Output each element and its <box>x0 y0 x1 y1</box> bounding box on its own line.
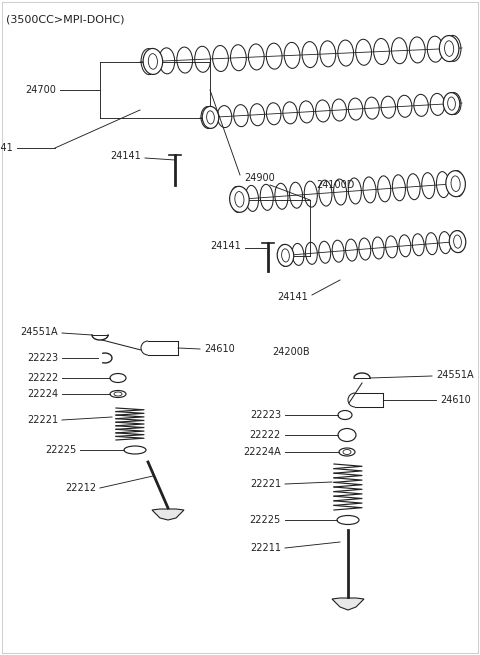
Text: 24700: 24700 <box>25 85 56 95</box>
Text: 22225: 22225 <box>45 445 76 455</box>
Text: 22211: 22211 <box>250 543 281 553</box>
Text: 24141: 24141 <box>210 241 241 251</box>
Ellipse shape <box>446 171 466 196</box>
Text: 24200B: 24200B <box>272 347 310 357</box>
Text: 24100D: 24100D <box>316 180 354 190</box>
Ellipse shape <box>124 446 146 454</box>
Text: 22224A: 22224A <box>243 447 281 457</box>
Polygon shape <box>332 598 364 610</box>
Text: 24551A: 24551A <box>20 327 58 337</box>
Text: 24141: 24141 <box>277 292 308 302</box>
Ellipse shape <box>439 35 459 62</box>
Text: 24141: 24141 <box>0 143 13 153</box>
Ellipse shape <box>449 231 466 253</box>
Ellipse shape <box>277 244 294 267</box>
Ellipse shape <box>337 515 359 525</box>
Text: 22222: 22222 <box>250 430 281 440</box>
Text: 24610: 24610 <box>440 395 471 405</box>
Text: 22223: 22223 <box>250 410 281 420</box>
Text: (3500CC>MPI-DOHC): (3500CC>MPI-DOHC) <box>6 14 124 24</box>
Text: 22224: 22224 <box>27 389 58 399</box>
Text: 22223: 22223 <box>27 353 58 363</box>
Text: 22225: 22225 <box>250 515 281 525</box>
Ellipse shape <box>229 186 249 212</box>
Text: 22212: 22212 <box>65 483 96 493</box>
Text: 24900: 24900 <box>244 173 275 183</box>
Ellipse shape <box>202 106 219 128</box>
Ellipse shape <box>338 428 356 441</box>
Ellipse shape <box>143 48 163 75</box>
Text: 22221: 22221 <box>27 415 58 425</box>
Text: 22222: 22222 <box>27 373 58 383</box>
Text: 24141: 24141 <box>110 151 141 161</box>
Polygon shape <box>152 509 184 520</box>
Text: 22221: 22221 <box>250 479 281 489</box>
Text: 24610: 24610 <box>204 344 235 354</box>
Text: 24551A: 24551A <box>436 370 474 380</box>
Ellipse shape <box>443 92 460 115</box>
